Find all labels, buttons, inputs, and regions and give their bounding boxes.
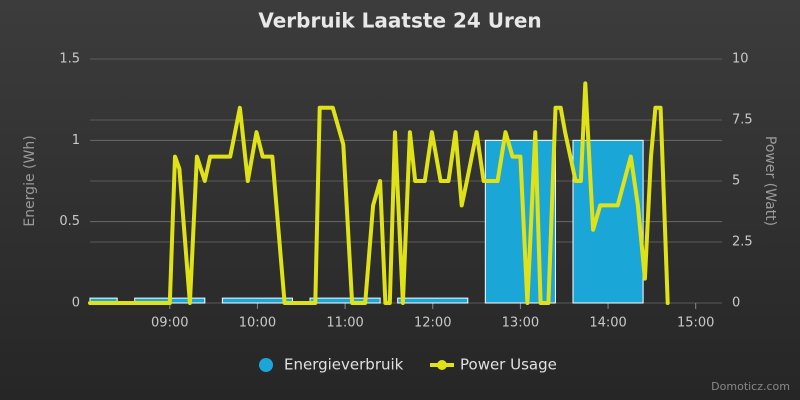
x-tick-label: 14:00 — [589, 316, 626, 331]
y2-tick-label: 0 — [732, 296, 740, 311]
legend-symbol — [437, 360, 447, 370]
legend-label[interactable]: Power Usage — [460, 356, 557, 374]
y-tick-label: 1 — [72, 133, 80, 148]
chart-title: Verbruik Laatste 24 Uren — [258, 9, 541, 33]
y2-tick-label: 5 — [732, 174, 740, 189]
x-tick-label: 15:00 — [677, 316, 714, 331]
legend-symbol — [259, 358, 273, 372]
y2-tick-label: 10 — [732, 52, 749, 67]
y-tick-label: 0.5 — [59, 214, 80, 229]
bar — [397, 297, 469, 304]
y2-tick-label: 7.5 — [732, 113, 753, 128]
x-tick-label: 11:00 — [326, 316, 363, 331]
y-tick-label: 0 — [72, 296, 80, 311]
x-tick-label: 12:00 — [414, 316, 451, 331]
x-tick-label: 13:00 — [502, 316, 539, 331]
y-axis-title: Energie (Wh) — [22, 135, 38, 226]
line — [88, 81, 670, 305]
legend-label[interactable]: Energieverbruik — [284, 356, 404, 374]
bar — [221, 297, 293, 304]
y2-axis-title: Power (Watt) — [762, 136, 778, 226]
x-tick-label: 10:00 — [239, 316, 276, 331]
credits: Domoticz.com — [711, 380, 790, 393]
y-tick-label: 1.5 — [59, 52, 80, 67]
y2-tick-label: 2.5 — [732, 235, 753, 250]
x-tick-label: 09:00 — [151, 316, 188, 331]
bar — [309, 297, 381, 304]
